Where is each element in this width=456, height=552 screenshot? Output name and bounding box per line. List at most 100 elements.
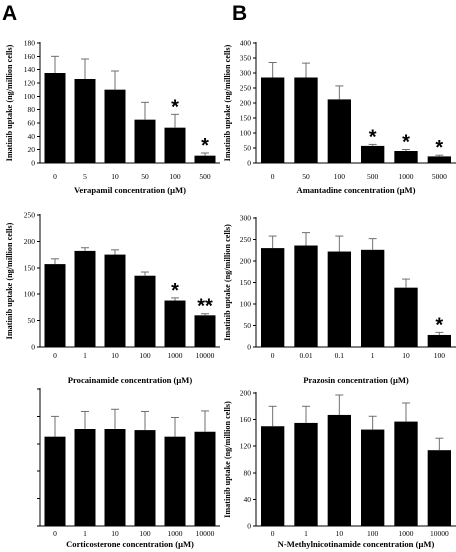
bar: [427, 156, 451, 163]
y-tick-label: 250: [24, 211, 36, 220]
bar: [74, 250, 96, 347]
x-axis-label: Prazosin concentration (μM): [303, 375, 409, 385]
bar: [104, 254, 126, 347]
bar: [44, 436, 66, 526]
bar: [327, 251, 351, 347]
x-tick-label: 50: [302, 172, 310, 181]
x-tick-label: 0: [271, 351, 275, 360]
chart-procainamide: 0 50 100 150 200 250 0 1 10 100 1000 * 10000 ** Procai…: [5, 211, 220, 385]
bar: [394, 421, 418, 526]
x-tick-label: 10: [111, 172, 119, 181]
y-tick-label: 150: [240, 278, 252, 287]
y-tick-label: 160: [240, 415, 252, 424]
x-tick-label: 10000: [196, 351, 215, 360]
significance-marker: *: [402, 132, 410, 154]
bar: [164, 436, 186, 526]
bar: [394, 151, 418, 163]
y-tick-label: 50: [244, 144, 252, 153]
x-tick-label: 5: [83, 172, 87, 181]
x-tick-label: 50: [141, 172, 149, 181]
bar: [104, 89, 126, 163]
y-tick-label: 200: [240, 257, 252, 266]
chart-verapamil: 0 20 40 60 80 100 120 140 160 180 0 5 10 50 100 * 500 * Ve…: [5, 39, 220, 195]
y-tick-label: 50: [28, 316, 36, 325]
x-tick-label: 500: [367, 172, 379, 181]
x-axis-label: Amantadine concentration (μM): [297, 185, 416, 195]
y-tick-label: 300: [240, 214, 252, 223]
y-tick-label: 80: [28, 105, 36, 114]
y-tick-label: 200: [240, 389, 252, 398]
bar: [134, 430, 156, 526]
x-tick-label: 0: [53, 529, 57, 538]
x-tick-label: 1: [371, 351, 375, 360]
panel-label-b: B: [232, 2, 247, 25]
y-tick-label: 60: [28, 119, 36, 128]
bar: [294, 422, 318, 526]
x-tick-label: 0: [271, 172, 275, 181]
x-tick-label: 0: [271, 529, 275, 538]
y-tick-label: 100: [24, 290, 36, 299]
significance-marker: *: [171, 280, 179, 302]
y-tick-label: 100: [240, 129, 252, 138]
x-tick-label: 100: [334, 172, 346, 181]
y-tick-label: 400: [240, 39, 252, 48]
x-tick-label: 1: [83, 529, 87, 538]
bar: [74, 429, 96, 526]
bar: [164, 127, 186, 163]
x-tick-label: 100: [434, 351, 446, 360]
bar: [394, 287, 418, 347]
y-tick-label: 40: [28, 132, 36, 141]
chart-n-methylnicotinamide: 0 40 80 120 160 200 0 1 10 100 1000 10000N-Methylni…: [223, 389, 456, 549]
y-tick-label: 40: [244, 495, 252, 504]
bar: [194, 155, 216, 163]
bar: [327, 99, 351, 163]
y-tick-label: 0: [31, 159, 35, 168]
x-tick-label: 1000: [399, 172, 414, 181]
x-tick-label: 1000: [168, 529, 183, 538]
y-tick-label: 200: [240, 99, 252, 108]
y-tick-label: 100: [24, 92, 36, 101]
significance-marker: *: [435, 314, 443, 336]
y-tick-label: 120: [240, 442, 252, 451]
bar: [294, 245, 318, 347]
significance-marker: *: [201, 135, 209, 157]
bar: [44, 73, 66, 163]
x-axis-label: Verapamil concentration (μM): [74, 185, 186, 195]
bar: [194, 315, 216, 347]
bar: [74, 79, 96, 163]
y-axis-label: Imatinib uptake (ng/million cells): [5, 44, 14, 161]
y-tick-label: 0: [247, 522, 251, 531]
y-tick-label: 140: [24, 65, 36, 74]
y-axis-label: Imatinib uptake (ng/million cells): [223, 44, 232, 161]
y-tick-label: 120: [24, 79, 36, 88]
bar: [261, 426, 285, 526]
bar: [361, 145, 385, 163]
x-tick-label: 100: [367, 529, 379, 538]
bar: [164, 300, 186, 347]
x-tick-label: 0: [53, 172, 57, 181]
bar: [427, 450, 451, 526]
y-tick-label: 200: [24, 237, 36, 246]
x-tick-label: 100: [139, 529, 151, 538]
x-tick-label: 10: [111, 529, 119, 538]
bar: [361, 429, 385, 526]
bar: [44, 264, 66, 347]
x-axis-label: N-Methylnicotinamide concentration (μM): [278, 539, 435, 549]
x-tick-label: 10000: [430, 529, 449, 538]
x-axis-label: Procainamide concentration (μM): [68, 375, 193, 385]
x-tick-label: 500: [199, 172, 211, 181]
x-tick-label: 10: [336, 529, 344, 538]
y-tick-label: 250: [240, 235, 252, 244]
y-tick-label: 0: [247, 159, 251, 168]
significance-marker: *: [435, 137, 443, 159]
y-axis-label: Imatinib uptake (ng/million cells): [5, 222, 14, 339]
x-tick-label: 100: [169, 172, 181, 181]
x-tick-label: 1: [83, 351, 87, 360]
x-axis-label: Corticosterone concentration (μM): [66, 539, 194, 549]
y-tick-label: 150: [24, 263, 36, 272]
y-tick-label: 0: [247, 343, 251, 352]
bar: [361, 249, 385, 347]
bar: [261, 248, 285, 347]
